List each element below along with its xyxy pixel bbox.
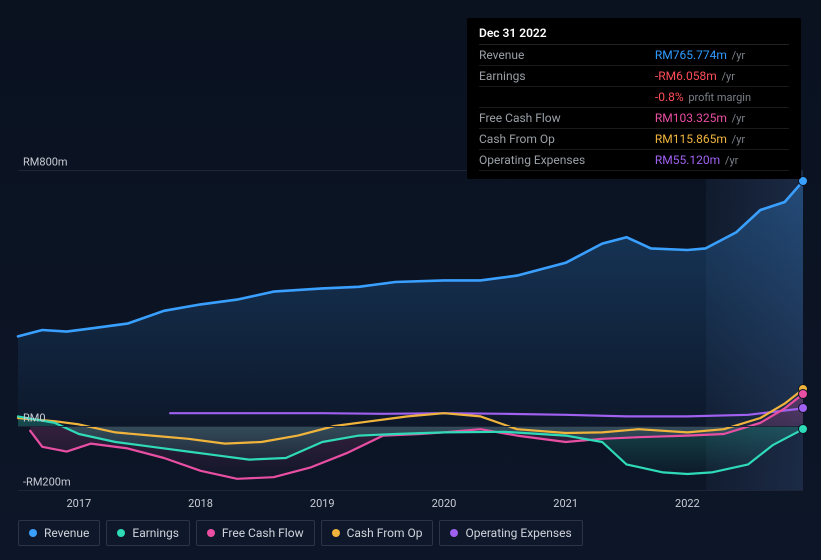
- series-endpoint: [798, 424, 808, 434]
- tooltip-row-value: RM115.865m /yr: [655, 129, 789, 150]
- tooltip-row-label: Operating Expenses: [479, 150, 655, 171]
- gridline: [18, 490, 803, 491]
- legend-item-earnings[interactable]: Earnings: [106, 520, 190, 546]
- legend-dot-icon: [29, 529, 37, 537]
- legend-dot-icon: [332, 529, 340, 537]
- tooltip-row-label: Earnings: [479, 66, 655, 87]
- x-axis-label: 2019: [310, 497, 335, 510]
- legend-dot-icon: [450, 529, 458, 537]
- data-tooltip: Dec 31 2022 RevenueRM765.774m /yrEarning…: [467, 18, 801, 179]
- legend-item-fcf[interactable]: Free Cash Flow: [196, 520, 315, 546]
- gridline: [18, 426, 803, 427]
- legend-label: Earnings: [132, 526, 179, 540]
- legend-label: Operating Expenses: [465, 526, 571, 540]
- y-axis-label: RM800m: [23, 156, 68, 169]
- x-axis-label: 2021: [553, 497, 578, 510]
- tooltip-row-label: Free Cash Flow: [479, 108, 655, 129]
- x-axis-label: 2020: [432, 497, 457, 510]
- tooltip-row-sub: -0.8% profit margin: [655, 87, 789, 108]
- tooltip-row-label: Revenue: [479, 45, 655, 66]
- y-axis-label: RM0: [23, 412, 46, 425]
- chart-legend: Revenue Earnings Free Cash Flow Cash From O…: [18, 520, 583, 546]
- legend-item-cfo[interactable]: Cash From Op: [321, 520, 434, 546]
- x-axis-label: 2018: [188, 497, 213, 510]
- x-axis-label: 2022: [675, 497, 700, 510]
- tooltip-row-value: RM765.774m /yr: [655, 45, 789, 66]
- legend-label: Free Cash Flow: [222, 526, 304, 540]
- legend-item-revenue[interactable]: Revenue: [18, 520, 100, 546]
- legend-label: Revenue: [44, 526, 89, 540]
- series-endpoint: [798, 403, 808, 413]
- financial-chart[interactable]: RM800mRM0-RM200m201720182019202020212022: [18, 170, 803, 490]
- y-axis-label: -RM200m: [23, 476, 71, 489]
- tooltip-row-value: RM103.325m /yr: [655, 108, 789, 129]
- tooltip-table: RevenueRM765.774m /yrEarnings-RM6.058m /…: [479, 45, 789, 171]
- legend-item-opex[interactable]: Operating Expenses: [439, 520, 582, 546]
- series-endpoint: [798, 389, 808, 399]
- legend-dot-icon: [117, 529, 125, 537]
- chart-canvas: [18, 170, 803, 490]
- legend-dot-icon: [207, 529, 215, 537]
- tooltip-date: Dec 31 2022: [479, 26, 789, 45]
- tooltip-row-label: Cash From Op: [479, 129, 655, 150]
- tooltip-row-value: RM55.120m /yr: [655, 150, 789, 171]
- tooltip-row-value: -RM6.058m /yr: [655, 66, 789, 87]
- x-axis-label: 2017: [66, 497, 91, 510]
- legend-label: Cash From Op: [347, 526, 423, 540]
